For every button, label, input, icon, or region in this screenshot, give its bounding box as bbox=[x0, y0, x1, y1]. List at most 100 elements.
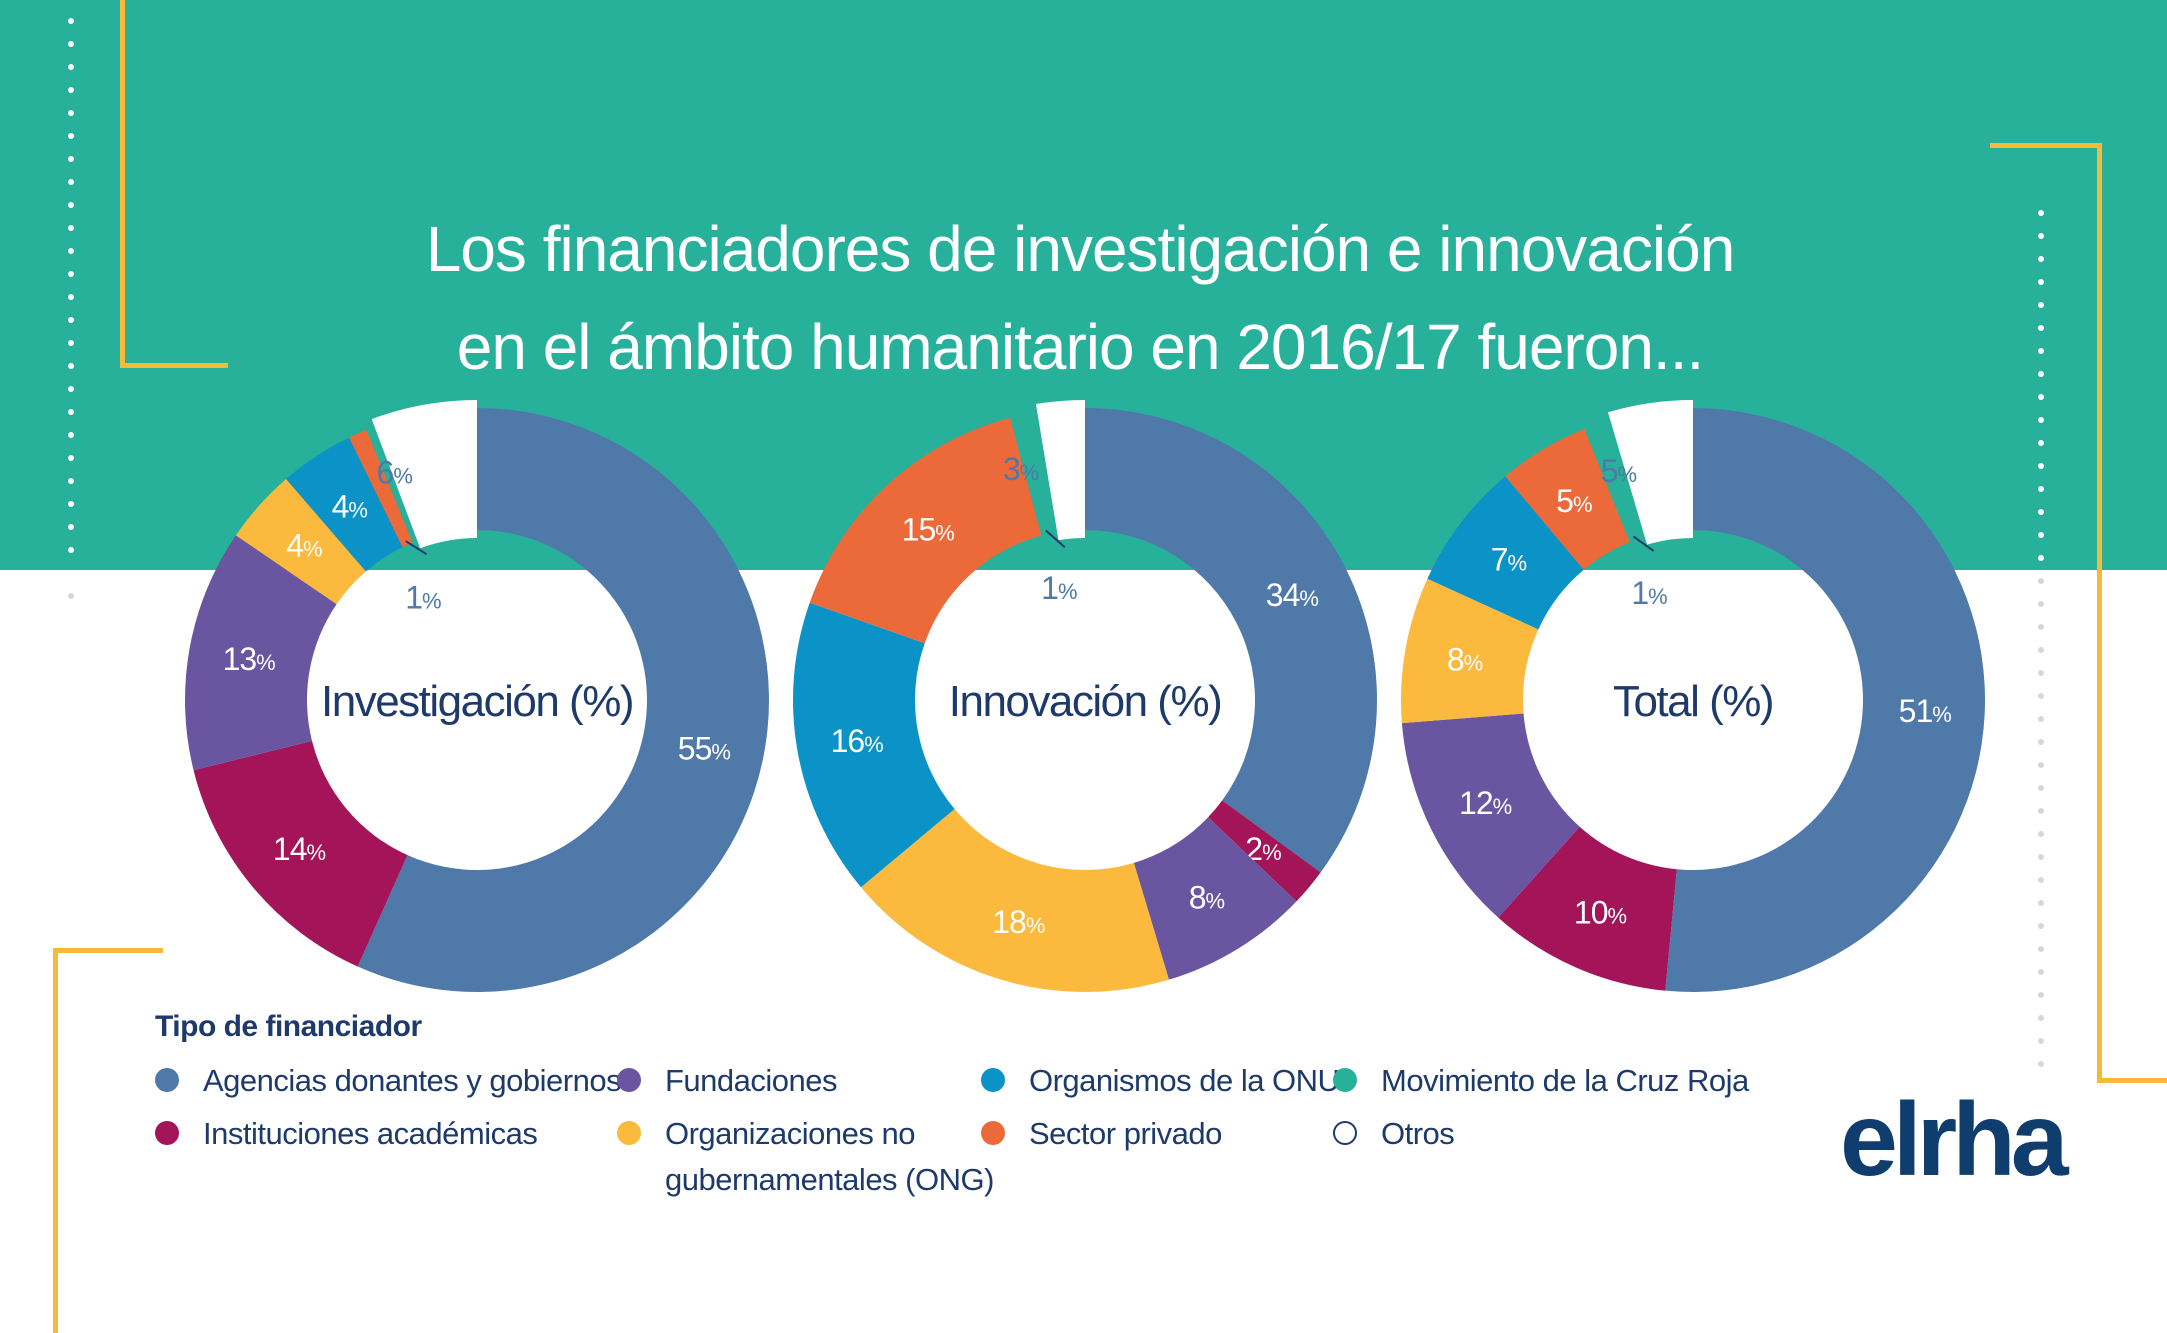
elrha-logo: elrha bbox=[1840, 1082, 2069, 1198]
donut-slice bbox=[1010, 413, 1053, 536]
dot bbox=[2038, 900, 2044, 906]
donut-slice bbox=[193, 740, 408, 967]
dot bbox=[68, 547, 74, 553]
donut-chart: 51% 10% 12% 8% 7% 5% 1% 5% Total (%) bbox=[1401, 400, 1986, 992]
legend-label-academicas: Instituciones académicas bbox=[203, 1116, 538, 1151]
page-title: Los financiadores de investigación e inn… bbox=[240, 200, 1920, 396]
dot bbox=[2038, 808, 2044, 814]
dot bbox=[2038, 578, 2044, 584]
donut-slice bbox=[1665, 408, 1986, 992]
dot bbox=[68, 317, 74, 323]
dot bbox=[68, 570, 74, 576]
legend-label-onu: Organismos de la ONU bbox=[1029, 1063, 1340, 1098]
donut-slice bbox=[1401, 578, 1539, 724]
slice-label: 4% bbox=[286, 528, 322, 564]
leader-line bbox=[405, 540, 428, 556]
donut-slice bbox=[1505, 428, 1630, 570]
slice-label: 8% bbox=[1447, 642, 1483, 678]
dot bbox=[2038, 969, 2044, 975]
donut-chart: 34%2%8%18%16%15%1%3%Innovación (%) bbox=[793, 400, 1378, 993]
dot bbox=[2038, 854, 2044, 860]
dot bbox=[2038, 417, 2044, 423]
deco-line bbox=[1990, 143, 2102, 148]
dot bbox=[68, 340, 74, 346]
slice-label: 6% bbox=[377, 454, 413, 490]
legend-swatch-cruzroja bbox=[1333, 1068, 1357, 1092]
slice-label: 8% bbox=[1189, 880, 1225, 916]
page-title-line-2: en el ámbito humanitario en 2016/17 fuer… bbox=[456, 311, 1705, 383]
slice-label: 7% bbox=[1491, 541, 1527, 577]
chart-title: Innovación (%) bbox=[949, 677, 1221, 726]
legend-label-agencias: Agencias donantes y gobiernos bbox=[203, 1063, 622, 1098]
dot bbox=[68, 294, 74, 300]
legend-label-ong: Organizaciones no gubernamentales (ONG) bbox=[665, 1116, 994, 1197]
dot bbox=[68, 179, 74, 185]
dot bbox=[2038, 877, 2044, 883]
deco-line bbox=[2097, 1078, 2167, 1083]
legend-title: Tipo de financiador bbox=[155, 1010, 422, 1043]
legend-swatch-privado bbox=[981, 1121, 1005, 1145]
dot bbox=[68, 64, 74, 70]
dot bbox=[68, 87, 74, 93]
slice-label: 51% bbox=[1899, 693, 1952, 729]
leader-line bbox=[1632, 535, 1655, 552]
donut-slice bbox=[1133, 817, 1297, 980]
donut-slice bbox=[809, 417, 1042, 644]
donut-slice bbox=[357, 408, 770, 993]
donut-slice bbox=[1607, 400, 1693, 545]
dot bbox=[2038, 440, 2044, 446]
deco-line bbox=[120, 0, 125, 368]
dot bbox=[68, 501, 74, 507]
chart-title: Total (%) bbox=[1613, 677, 1773, 726]
slice-label: 34% bbox=[1266, 577, 1319, 613]
legend-label-cruzroja: Movimiento de la Cruz Roja bbox=[1381, 1063, 1749, 1098]
dot bbox=[2038, 509, 2044, 515]
donut-slice bbox=[793, 602, 955, 888]
legend-swatch-fundaciones bbox=[617, 1068, 641, 1092]
dot bbox=[2038, 762, 2044, 768]
dot bbox=[2038, 992, 2044, 998]
slice-label: 10% bbox=[1574, 895, 1627, 931]
donut-slice bbox=[349, 429, 413, 548]
dot bbox=[2038, 693, 2044, 699]
dot bbox=[2038, 624, 2044, 630]
donut-chart: 55% 14% 13% 4% 4% 1% 6% Investigación (%) bbox=[184, 400, 770, 993]
donut-slice bbox=[1584, 422, 1640, 543]
dot bbox=[68, 202, 74, 208]
legend-swatch-otros bbox=[1333, 1121, 1357, 1145]
dot bbox=[68, 409, 74, 415]
slice-label: 18% bbox=[992, 904, 1045, 940]
dot bbox=[2038, 555, 2044, 561]
deco-line bbox=[120, 363, 228, 368]
dot bbox=[2038, 371, 2044, 377]
legend-label-otros: Otros bbox=[1381, 1116, 1455, 1151]
dot bbox=[2038, 785, 2044, 791]
slice-label: 1% bbox=[1631, 575, 1667, 611]
dot bbox=[2038, 532, 2044, 538]
page-title-line-1: Los financiadores de investigación e inn… bbox=[425, 213, 1736, 285]
dot bbox=[68, 386, 74, 392]
dot bbox=[2038, 394, 2044, 400]
dot bbox=[2038, 923, 2044, 929]
legend: Tipo de financiador Agencias donantes y … bbox=[155, 1010, 1755, 1210]
donut-slice bbox=[1427, 476, 1584, 630]
dot bbox=[68, 41, 74, 47]
dot bbox=[68, 524, 74, 530]
deco-line bbox=[53, 948, 58, 1333]
dot bbox=[68, 593, 74, 599]
dot bbox=[2038, 233, 2044, 239]
dot bbox=[2038, 463, 2044, 469]
donut-slice bbox=[1208, 800, 1321, 902]
donut-charts: 55%14%13%4%4%1%6%Investigación (%)34%2%8… bbox=[184, 400, 1986, 993]
dot bbox=[2038, 1061, 2044, 1067]
dot bbox=[68, 18, 74, 24]
dot bbox=[2038, 716, 2044, 722]
dot bbox=[2038, 946, 2044, 952]
deco-line bbox=[2097, 143, 2102, 1083]
dot bbox=[2038, 831, 2044, 837]
donut-slice bbox=[1401, 713, 1580, 918]
dot bbox=[2038, 670, 2044, 676]
donut-slice bbox=[1035, 400, 1085, 541]
dot bbox=[2038, 325, 2044, 331]
dot bbox=[2038, 601, 2044, 607]
